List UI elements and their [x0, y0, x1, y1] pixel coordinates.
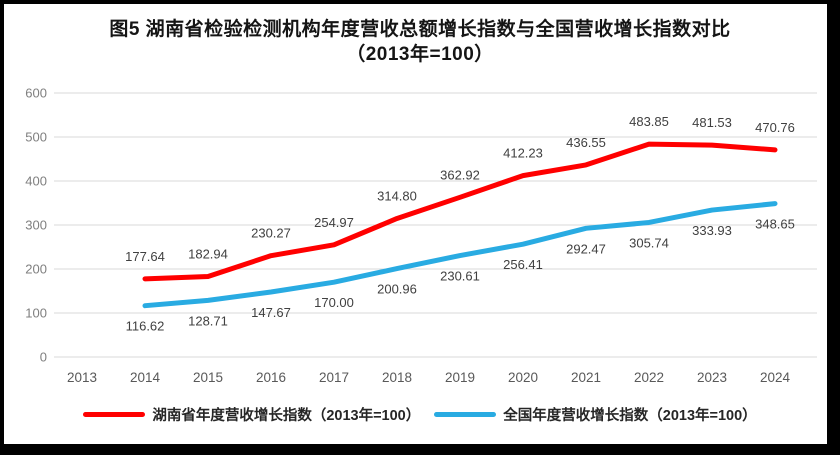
series-data-label: 170.00	[314, 295, 354, 310]
series-data-label: 292.47	[566, 241, 606, 256]
y-axis-tick-label: 400	[25, 174, 47, 189]
legend-item-national: 全国年度营收增长指数（2013年=100）	[434, 404, 757, 425]
series-data-label: 362.92	[440, 167, 480, 182]
legend-label-national: 全国年度营收增长指数（2013年=100）	[503, 408, 757, 424]
x-axis-tick-label: 2013	[67, 370, 97, 385]
series-data-label: 230.27	[251, 226, 291, 241]
series-line-0	[142, 141, 778, 282]
x-axis-tick-label: 2014	[130, 370, 161, 385]
series-data-label: 254.97	[314, 215, 354, 230]
chart-title-line1: 图5 湖南省检验检测机构年度营收总额增长指数与全国营收增长指数对比	[109, 19, 731, 40]
chart-title: 图5 湖南省检验检测机构年度营收总额增长指数与全国营收增长指数对比 （2013年…	[4, 17, 827, 67]
x-axis-tick-label: 2022	[634, 370, 664, 385]
y-axis-tick-label: 300	[25, 218, 47, 233]
x-axis-tick-label: 2021	[571, 370, 601, 385]
series-data-label: 128.71	[188, 313, 228, 328]
legend-item-hunan: 湖南省年度营收增长指数（2013年=100）	[83, 404, 420, 425]
series-data-label: 436.55	[566, 135, 606, 150]
series-data-label: 412.23	[503, 146, 543, 161]
series-data-label: 256.41	[503, 257, 543, 272]
series-data-label: 305.74	[629, 235, 669, 250]
legend-label-hunan: 湖南省年度营收增长指数（2013年=100）	[152, 408, 421, 424]
x-axis-tick-label: 2020	[508, 370, 538, 385]
y-axis-tick-label: 600	[25, 86, 47, 101]
legend: 湖南省年度营收增长指数（2013年=100） 全国年度营收增长指数（2013年=…	[4, 404, 827, 425]
y-axis-tick-label: 0	[40, 350, 47, 365]
series-data-label: 177.64	[125, 249, 165, 264]
series-data-label: 200.96	[377, 282, 417, 297]
x-axis-tick-label: 2016	[256, 370, 286, 385]
legend-swatch-national	[434, 412, 497, 417]
chart-title-line2: （2013年=100）	[346, 44, 494, 65]
x-axis-tick-label: 2019	[445, 370, 475, 385]
series-data-label: 333.93	[692, 223, 732, 238]
x-axis-tick-label: 2018	[382, 370, 412, 385]
series-data-label: 470.76	[755, 120, 795, 135]
x-axis-tick-label: 2017	[319, 370, 349, 385]
y-axis-tick-label: 100	[25, 306, 47, 321]
series-line-1	[142, 201, 778, 309]
series-data-label: 116.62	[126, 319, 165, 334]
series-data-label: 230.61	[440, 269, 480, 284]
y-axis-tick-label: 200	[25, 262, 47, 277]
series-data-label: 483.85	[629, 114, 669, 129]
y-axis-tick-label: 500	[25, 130, 47, 145]
series-data-label: 314.80	[377, 188, 417, 203]
series-data-label: 147.67	[251, 305, 291, 320]
series-data-label: 481.53	[692, 115, 732, 130]
series-data-label: 182.94	[188, 247, 228, 262]
x-axis-tick-label: 2023	[697, 370, 727, 385]
series-data-label: 348.65	[755, 217, 795, 232]
x-axis-tick-label: 2024	[760, 370, 791, 385]
legend-swatch-hunan	[83, 412, 146, 417]
x-axis-tick-label: 2015	[193, 370, 223, 385]
